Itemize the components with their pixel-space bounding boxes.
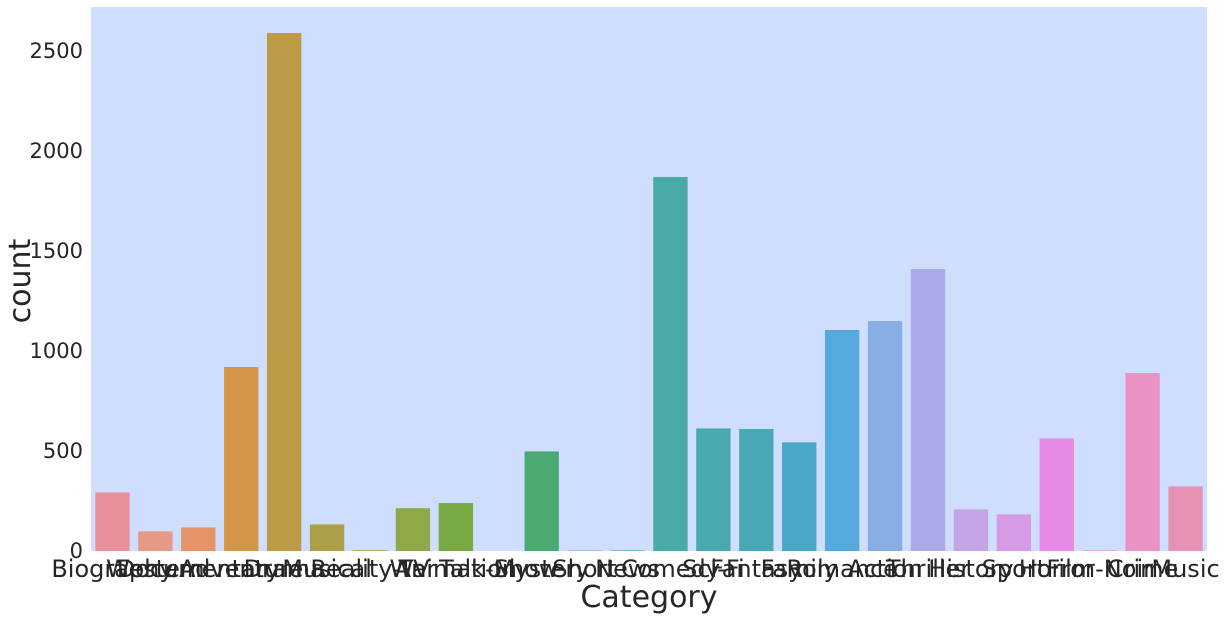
bar-horror <box>1039 438 1074 551</box>
x-tick-label: Reality-TV <box>310 555 430 583</box>
bar-reality-tv <box>352 550 388 551</box>
y-tick-label: 500 <box>43 439 83 463</box>
x-ticks-group: BiographyWesternDocumentaryAdventureDram… <box>51 555 1219 583</box>
bar-crime <box>1125 373 1160 551</box>
x-tick-label: Music <box>1151 555 1219 583</box>
y-tick-label: 1500 <box>30 239 83 263</box>
bar-biography <box>95 492 130 551</box>
x-tick-label: Romance <box>786 555 898 583</box>
x-tick-label: Comedy <box>621 555 720 583</box>
bar-war <box>395 508 431 551</box>
bar-music <box>1168 486 1203 551</box>
bar-documentary <box>181 527 216 551</box>
x-tick-label: Western <box>106 555 204 583</box>
x-tick-label: War <box>390 555 437 583</box>
x-tick-label: News <box>595 555 660 583</box>
x-axis-title: Category <box>580 580 717 615</box>
y-axis-title: count <box>3 238 38 323</box>
bar-animation <box>438 503 474 551</box>
bar-romance <box>824 330 860 551</box>
bar-news <box>610 550 645 551</box>
y-tick-label: 0 <box>70 539 83 563</box>
x-tick-label: Sport <box>982 555 1046 583</box>
x-tick-label: Family <box>761 555 838 583</box>
x-tick-label: Adventure <box>179 555 303 583</box>
y-tick-label: 2500 <box>30 39 83 63</box>
x-tick-label: Documentary <box>117 555 280 583</box>
x-tick-label: Mystery <box>494 555 590 583</box>
bar-comedy <box>653 177 688 551</box>
x-tick-label: Talk-Show <box>438 555 558 583</box>
x-tick-label: Action <box>847 555 922 583</box>
bar-fantasy <box>739 429 774 551</box>
bar-thriller <box>910 269 946 551</box>
bar-drama <box>266 33 302 551</box>
x-tick-label: Horror <box>1019 555 1095 583</box>
bar-family <box>782 442 817 551</box>
y-ticks-group: 0 500 1000 1500 2000 2500 <box>30 39 83 563</box>
x-tick-label: History <box>928 555 1013 583</box>
x-tick-label: Thriller <box>885 555 971 583</box>
bar-musical <box>309 524 345 551</box>
bar-action <box>867 321 903 551</box>
y-tick-label: 2000 <box>30 139 83 163</box>
bars-group <box>95 33 1203 551</box>
x-tick-label: Biography <box>51 555 173 583</box>
bar-history <box>953 509 989 551</box>
bar-sci-fi <box>696 428 731 551</box>
bar-adventure <box>224 367 259 551</box>
x-tick-label: Fantasy <box>710 555 802 583</box>
bar-film-noir <box>1082 550 1117 551</box>
bar-mystery <box>524 451 559 551</box>
y-tick-label: 1000 <box>30 339 83 363</box>
bar-sport <box>996 514 1032 551</box>
x-tick-label: Film-Noir <box>1046 555 1153 583</box>
x-tick-label: Musical <box>282 555 372 583</box>
x-tick-label: Animation <box>395 555 517 583</box>
x-tick-label: Sci-Fi <box>682 555 744 583</box>
x-tick-label: Drama <box>244 555 325 583</box>
bar-western <box>138 531 173 551</box>
x-tick-label: Crime <box>1107 555 1178 583</box>
x-tick-label: Short <box>552 555 616 583</box>
